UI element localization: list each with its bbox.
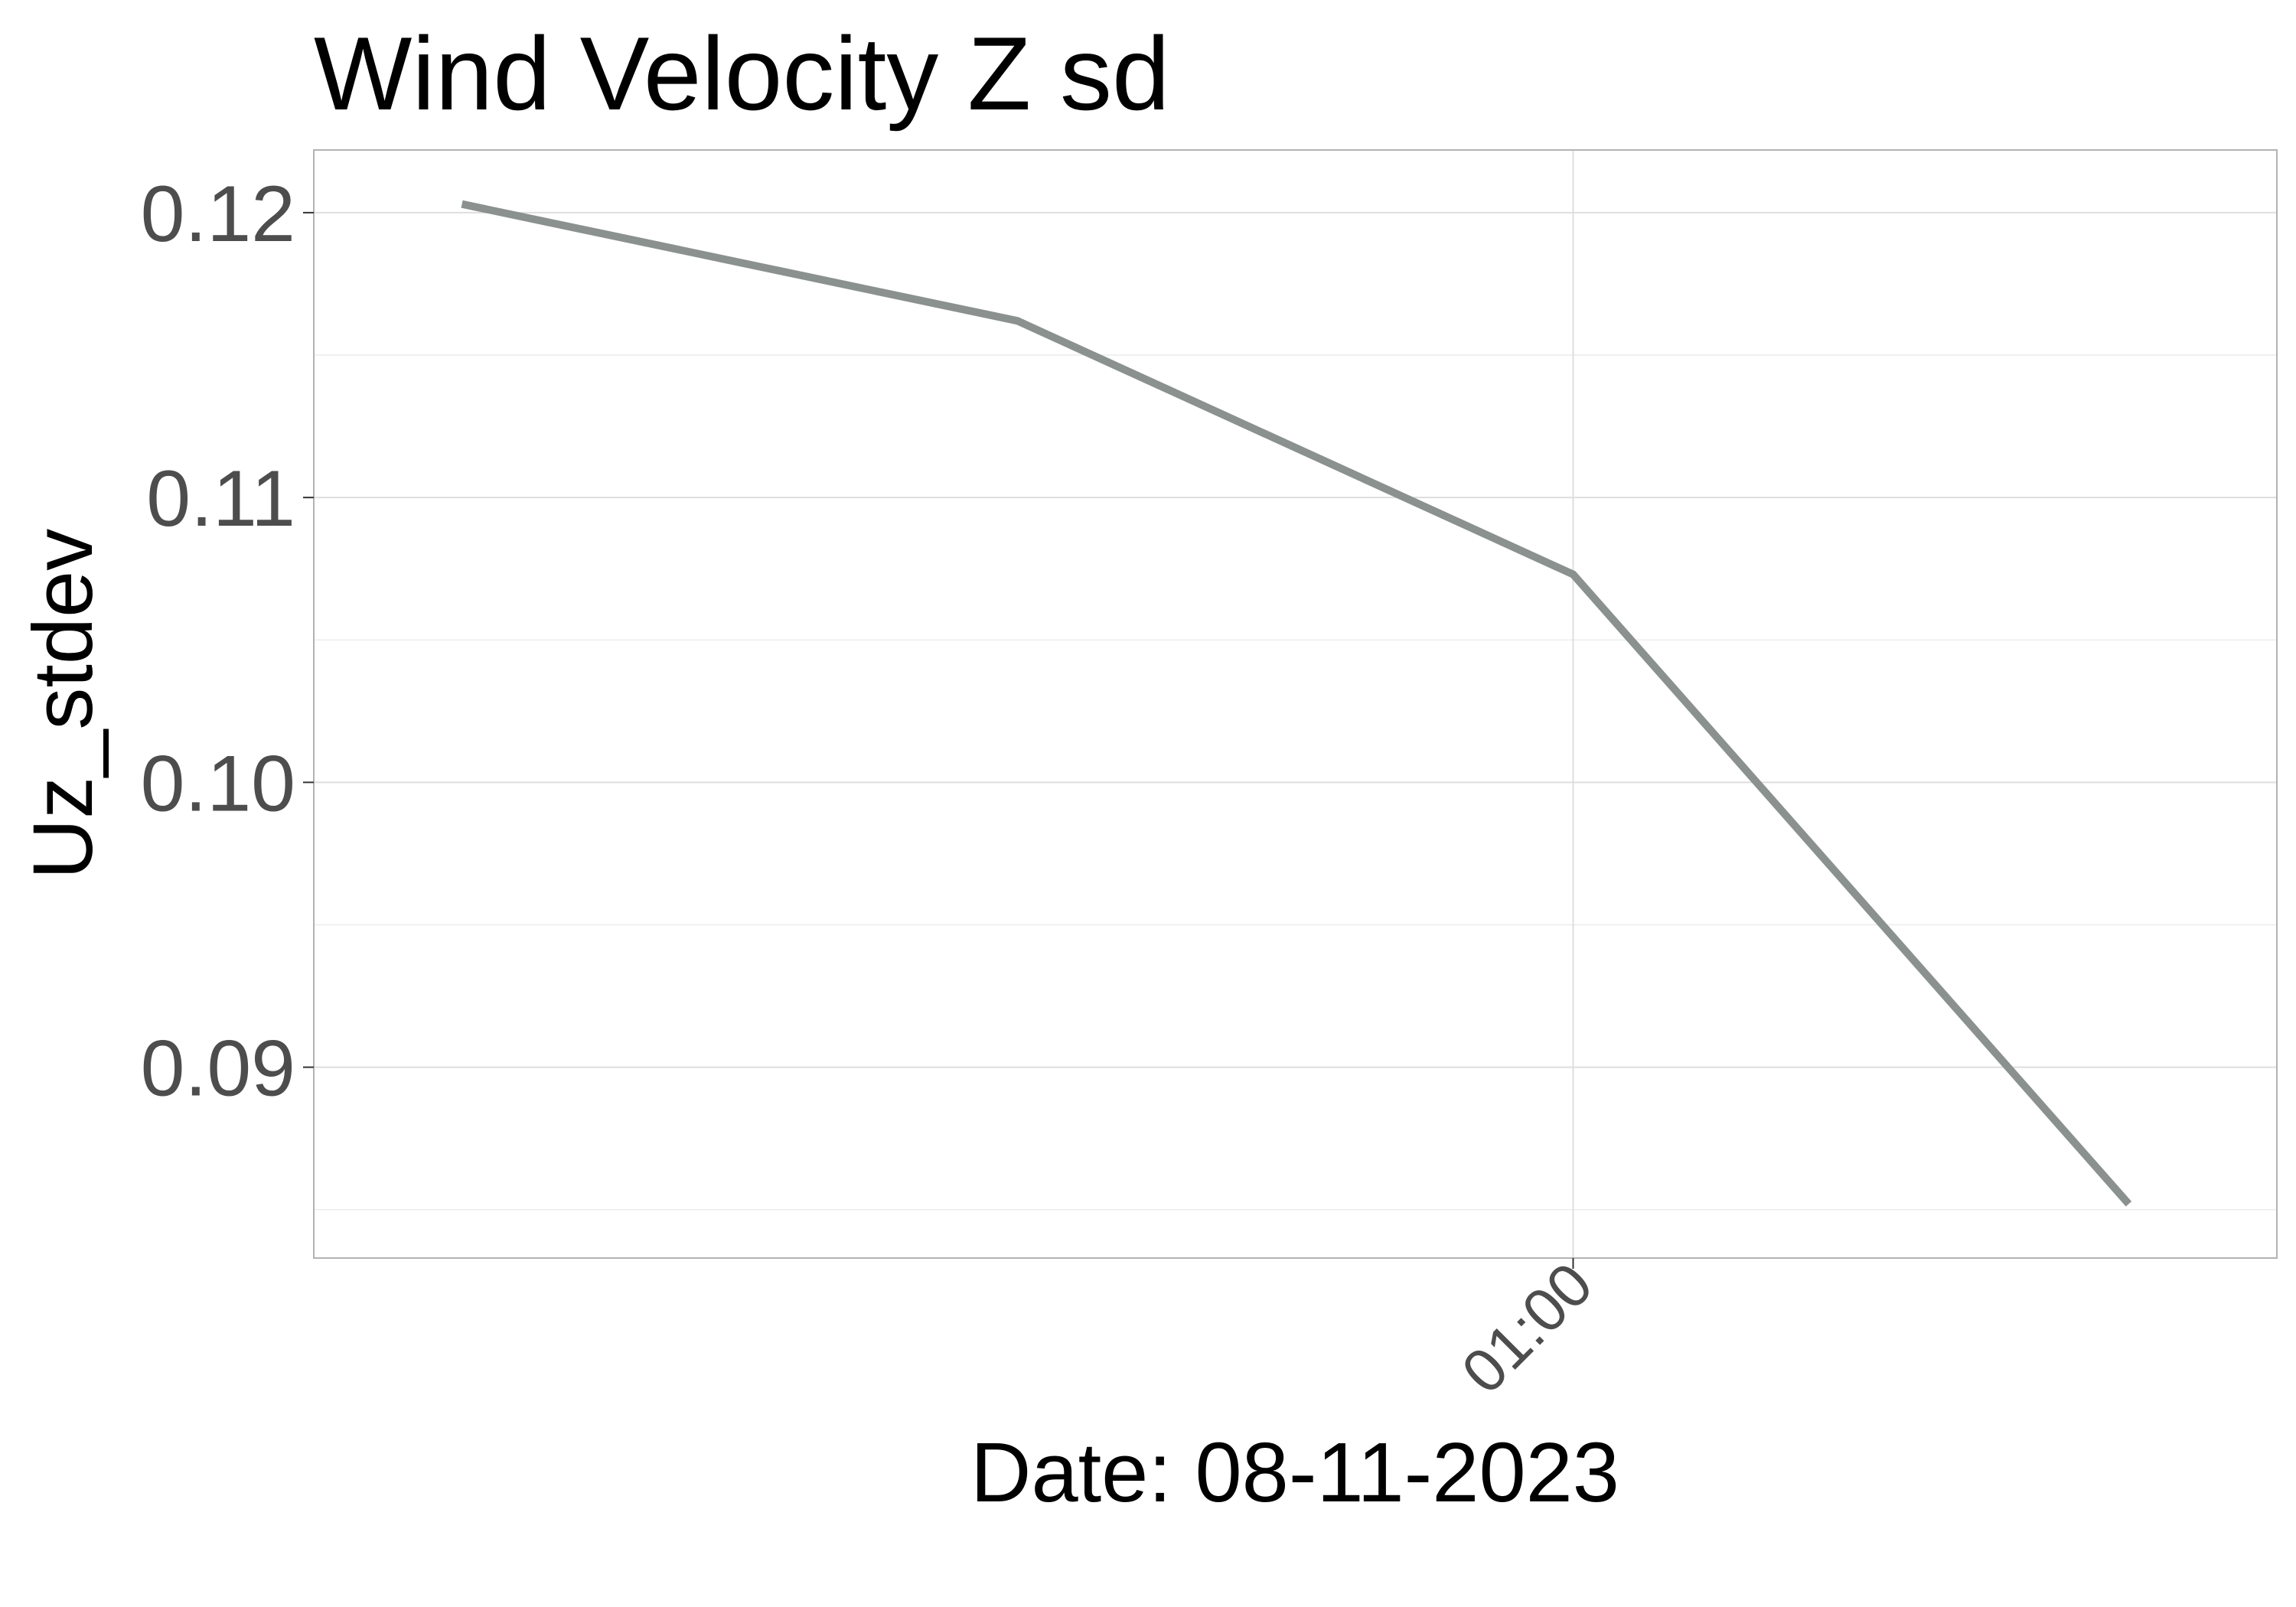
panel-border bbox=[313, 149, 2278, 1259]
series-line bbox=[461, 200, 2132, 1207]
series-layer bbox=[461, 200, 2132, 1207]
grid-major bbox=[314, 150, 2277, 1258]
y-axis-title: Uz_stdev bbox=[16, 529, 110, 880]
grid-minor bbox=[314, 354, 2277, 1211]
y-tick-label: 0.11 bbox=[146, 455, 295, 543]
y-tick-label: 0.12 bbox=[141, 170, 295, 259]
chart-title: Wind Velocity Z sd bbox=[314, 15, 1170, 132]
plot-panel bbox=[313, 149, 2278, 1259]
x-axis-ticks: 01:00 bbox=[1449, 1250, 1605, 1406]
y-tick-label: 0.10 bbox=[141, 739, 295, 828]
x-axis-title: Date: 08-11-2023 bbox=[970, 1426, 1619, 1520]
x-tick-label: 01:00 bbox=[1449, 1250, 1605, 1406]
y-axis-ticks: 0.09 0.10 0.11 0.12 bbox=[141, 170, 314, 1113]
y-tick-label: 0.09 bbox=[141, 1025, 295, 1113]
